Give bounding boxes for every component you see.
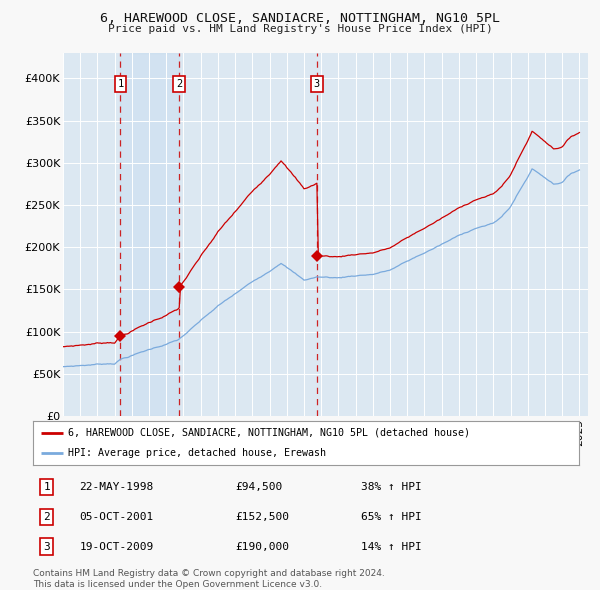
Text: 1: 1: [117, 79, 124, 89]
Text: 2: 2: [176, 79, 182, 89]
Text: 14% ↑ HPI: 14% ↑ HPI: [361, 542, 421, 552]
Text: £190,000: £190,000: [235, 542, 289, 552]
Text: 19-OCT-2009: 19-OCT-2009: [79, 542, 154, 552]
Text: 05-OCT-2001: 05-OCT-2001: [79, 512, 154, 522]
Text: 65% ↑ HPI: 65% ↑ HPI: [361, 512, 421, 522]
Text: 22-MAY-1998: 22-MAY-1998: [79, 482, 154, 492]
Text: 6, HAREWOOD CLOSE, SANDIACRE, NOTTINGHAM, NG10 5PL (detached house): 6, HAREWOOD CLOSE, SANDIACRE, NOTTINGHAM…: [68, 428, 470, 438]
Text: £152,500: £152,500: [235, 512, 289, 522]
Text: 1: 1: [43, 482, 50, 492]
Text: HPI: Average price, detached house, Erewash: HPI: Average price, detached house, Erew…: [68, 448, 326, 458]
Text: 6, HAREWOOD CLOSE, SANDIACRE, NOTTINGHAM, NG10 5PL: 6, HAREWOOD CLOSE, SANDIACRE, NOTTINGHAM…: [100, 12, 500, 25]
Text: 3: 3: [43, 542, 50, 552]
Bar: [121, 53, 179, 416]
Text: Price paid vs. HM Land Registry's House Price Index (HPI): Price paid vs. HM Land Registry's House …: [107, 24, 493, 34]
Text: 3: 3: [314, 79, 320, 89]
Text: 38% ↑ HPI: 38% ↑ HPI: [361, 482, 421, 492]
Text: Contains HM Land Registry data © Crown copyright and database right 2024.
This d: Contains HM Land Registry data © Crown c…: [33, 569, 385, 589]
Text: £94,500: £94,500: [235, 482, 282, 492]
Text: 2: 2: [43, 512, 50, 522]
